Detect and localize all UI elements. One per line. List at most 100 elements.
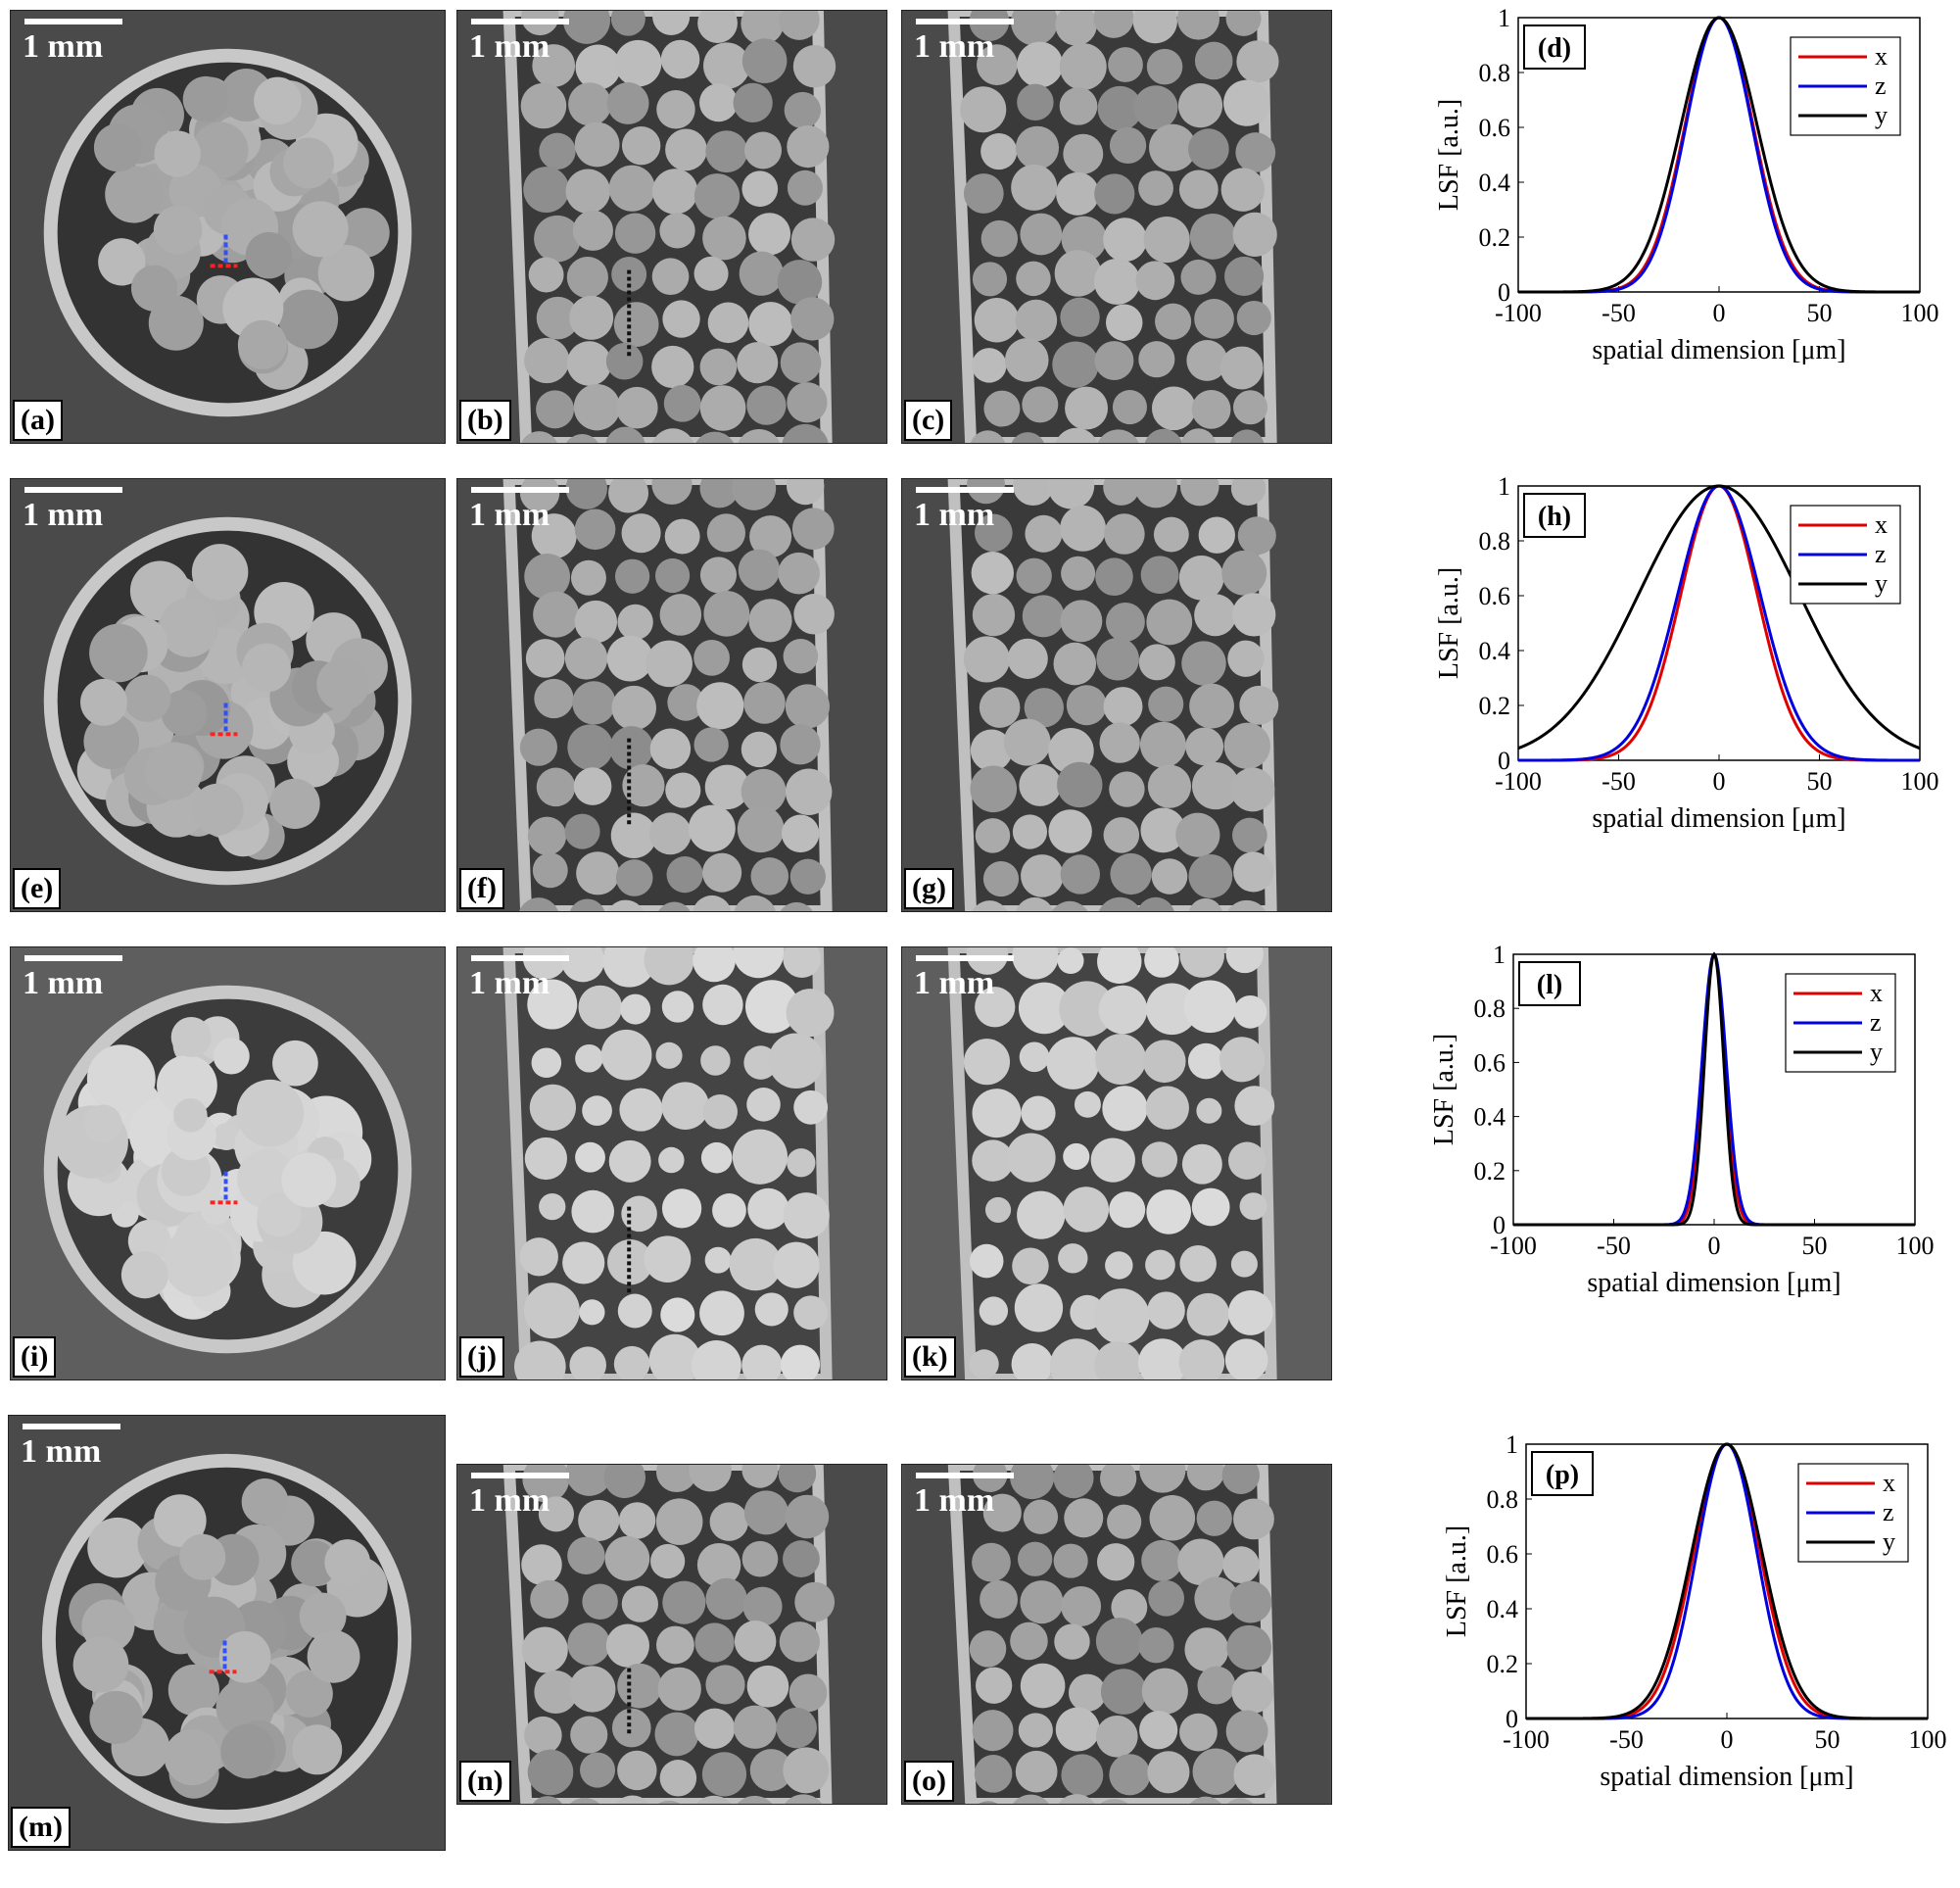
micrograph-panel-i: 1 mm (i) (10, 946, 446, 1380)
panel-label: (c) (904, 400, 953, 441)
scale-bar (916, 19, 1014, 24)
x-axis-label: spatial dimension [μm] (1592, 335, 1845, 365)
x-tick-label: 50 (1802, 1232, 1828, 1260)
y-tick-label: 0.8 (1487, 1485, 1519, 1514)
micrograph-image (11, 11, 445, 443)
scale-bar-label: 1 mm (914, 497, 995, 533)
y-axis-label: LSF [a.u.] (1434, 567, 1464, 679)
lsf-chart-svg: -100 -50 0 50 100 0 0.2 0.4 0.6 0.8 1 spatial dimen… (1442, 1430, 1947, 1792)
legend-label-y: y (1875, 569, 1888, 598)
panel-label: (m) (11, 1807, 71, 1848)
x-tick-label: -50 (1601, 299, 1636, 327)
y-tick-label: 1 (1506, 1430, 1518, 1459)
scale-bar-label: 1 mm (469, 28, 550, 65)
micrograph-image (457, 479, 886, 911)
x-tick-label: 100 (1896, 1232, 1935, 1260)
x-tick-label: -50 (1609, 1725, 1644, 1754)
legend-label-z: z (1883, 1498, 1894, 1526)
y-tick-label: 0 (1493, 1211, 1506, 1239)
y-tick-label: 1 (1498, 472, 1510, 501)
lsf-chart-svg: -100 -50 0 50 100 0 0.2 0.4 0.6 0.8 1 spatial dimen… (1434, 4, 1939, 365)
panel-label: (b) (459, 400, 511, 441)
x-tick-label: 0 (1713, 767, 1726, 796)
x-axis-label: spatial dimension [μm] (1587, 1268, 1840, 1298)
panel-label: (f) (459, 868, 504, 909)
panel-label: (d) (1538, 33, 1571, 64)
scale-bar (471, 19, 569, 24)
y-tick-label: 0.4 (1479, 169, 1511, 197)
x-tick-label: 100 (1909, 1725, 1947, 1754)
y-tick-label: 0.6 (1479, 582, 1511, 610)
x-tick-label: 100 (1901, 767, 1939, 796)
scale-bar (916, 487, 1014, 493)
x-axis-label: spatial dimension [μm] (1600, 1762, 1853, 1792)
micrograph-image (9, 1416, 445, 1850)
y-tick-label: 0.4 (1479, 637, 1511, 665)
micrograph-panel-m: 1 mm (m) (8, 1415, 446, 1851)
panel-label: (i) (13, 1336, 57, 1378)
panel-label: (h) (1538, 502, 1571, 532)
x-tick-label: 50 (1807, 299, 1833, 327)
scale-bar-label: 1 mm (23, 497, 104, 533)
x-tick-label: -50 (1601, 767, 1636, 796)
y-tick-label: 0.4 (1487, 1595, 1519, 1623)
scale-bar (916, 1473, 1014, 1478)
scale-bar (24, 487, 122, 493)
series-line-y (1518, 16, 1920, 294)
y-tick-label: 0 (1506, 1705, 1518, 1733)
y-tick-label: 0.2 (1474, 1157, 1506, 1186)
y-tick-label: 0.6 (1487, 1540, 1519, 1569)
y-tick-label: 1 (1498, 4, 1510, 32)
x-tick-label: 50 (1807, 767, 1833, 796)
micrograph-image (902, 479, 1331, 911)
y-tick-label: 0.6 (1474, 1048, 1506, 1077)
legend-label-z: z (1875, 72, 1887, 100)
scale-bar-label: 1 mm (914, 965, 995, 1001)
legend-label-y: y (1875, 101, 1888, 129)
micrograph-panel-e: 1 mm (e) (10, 478, 446, 912)
panel-label: (p) (1546, 1460, 1579, 1490)
scale-bar-label: 1 mm (23, 28, 104, 65)
y-tick-label: 0.6 (1479, 114, 1511, 142)
scale-bar-label: 1 mm (914, 28, 995, 65)
scale-bar (23, 1424, 120, 1429)
scale-bar (24, 955, 122, 961)
panel-label-box (1518, 961, 1581, 1006)
panel-label: (e) (13, 868, 62, 909)
x-tick-label: -50 (1597, 1232, 1631, 1260)
scale-bar-label: 1 mm (469, 965, 550, 1001)
lsf-chart: -100 -50 0 50 100 0 0.2 0.4 0.6 0.8 1 spatial dimen… (1425, 4, 1939, 370)
series-line-y (1526, 1442, 1928, 1720)
micrograph-image (902, 11, 1331, 443)
legend-label-z: z (1870, 1008, 1882, 1037)
series-line-y (1517, 484, 1921, 750)
legend-label-y: y (1870, 1038, 1883, 1066)
scale-bar-label: 1 mm (21, 1433, 102, 1470)
legend-label-x: x (1875, 510, 1888, 539)
x-tick-label: 100 (1901, 299, 1939, 327)
panel-label: (j) (459, 1336, 504, 1378)
x-tick-label: -100 (1495, 767, 1542, 796)
micrograph-image (11, 947, 445, 1380)
scale-bar (916, 955, 1014, 961)
x-tick-label: -100 (1490, 1232, 1537, 1260)
panel-label-box (1523, 493, 1586, 538)
scale-bar-label: 1 mm (914, 1482, 995, 1519)
scale-bar (471, 487, 569, 493)
x-tick-label: 50 (1815, 1725, 1840, 1754)
lsf-chart: -100 -50 0 50 100 0 0.2 0.4 0.6 0.8 1 spatial dimen… (1420, 941, 1935, 1303)
lsf-chart: -100 -50 0 50 100 0 0.2 0.4 0.6 0.8 1 spatial dimen… (1425, 472, 1939, 839)
panel-label: (a) (13, 400, 63, 441)
scale-bar-label: 1 mm (469, 1482, 550, 1519)
lsf-chart: -100 -50 0 50 100 0 0.2 0.4 0.6 0.8 1 spatial dimen… (1433, 1430, 1947, 1797)
micrograph-image (457, 11, 886, 443)
legend-label-x: x (1875, 42, 1888, 71)
lsf-chart-svg: -100 -50 0 50 100 0 0.2 0.4 0.6 0.8 1 spatial dimen… (1429, 941, 1935, 1298)
legend-label-x: x (1883, 1469, 1895, 1497)
micrograph-panel-g: 1 mm (g) (901, 478, 1332, 912)
panel-label: (o) (904, 1761, 954, 1802)
micrograph-panel-a: 1 mm (a) (10, 10, 446, 444)
y-tick-label: 0 (1498, 278, 1510, 307)
micrograph-panel-j: 1 mm (j) (456, 946, 887, 1380)
panel-label-box (1523, 24, 1586, 70)
